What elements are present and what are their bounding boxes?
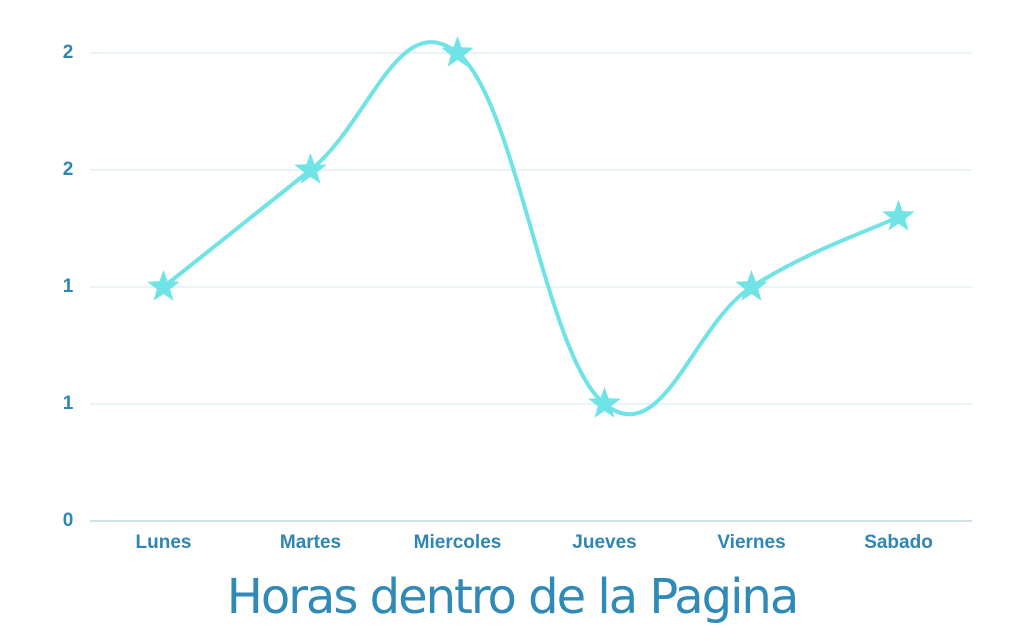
x-tick-label: Lunes	[136, 532, 192, 553]
x-tick-label: Miercoles	[414, 532, 502, 553]
point	[441, 36, 474, 67]
x-tick-label: Jueves	[572, 532, 636, 553]
point	[147, 270, 180, 301]
point	[588, 387, 621, 418]
point	[294, 153, 327, 184]
line	[162, 40, 900, 417]
y-tick-label: 2	[63, 159, 74, 180]
x-tick-label: Sabado	[864, 532, 933, 553]
x-tick-label: Viernes	[717, 532, 785, 553]
y-tick-label: 2	[63, 42, 74, 63]
chart-title: Horas dentro de la Pagina	[227, 569, 798, 625]
y-tick-label: 1	[63, 393, 74, 414]
x-tick-label: Martes	[280, 532, 341, 553]
point	[882, 199, 915, 231]
y-tick-label: 1	[63, 276, 74, 297]
y-tick-label: 0	[63, 510, 74, 531]
point	[735, 270, 768, 301]
